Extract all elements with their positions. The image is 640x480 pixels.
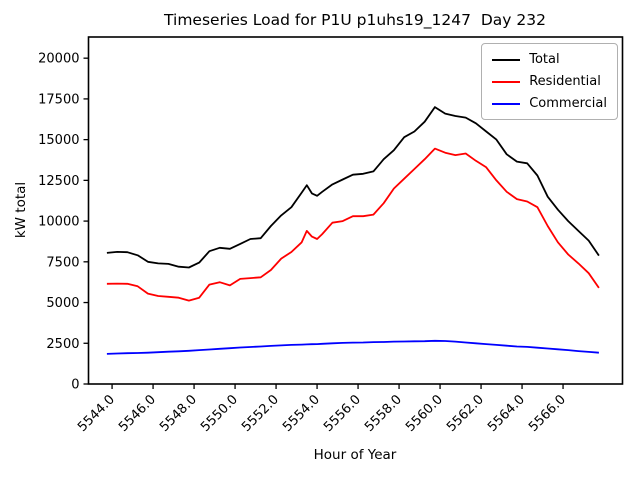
- chart-title: Timeseries Load for P1U p1uhs19_1247 Day…: [164, 11, 546, 29]
- x-tick-label: 5566.0: [526, 392, 569, 435]
- legend-item-total[interactable]: Total: [492, 50, 607, 69]
- y-tick-label: 5000: [46, 296, 79, 311]
- y-axis-label: kW total: [13, 181, 29, 239]
- x-tick-label: 5544.0: [75, 392, 118, 435]
- legend-swatch-commercial: [492, 102, 521, 105]
- legend-swatch-residential: [492, 80, 521, 83]
- y-tick-label: 10000: [38, 215, 79, 230]
- legend-item-commercial[interactable]: Commercial: [492, 94, 607, 113]
- x-tick-label: 5560.0: [403, 392, 446, 435]
- series-residential-line: [106, 147, 600, 302]
- y-tick-label: 15000: [38, 133, 79, 148]
- x-tick-label: 5564.0: [485, 392, 528, 435]
- x-tick-label: 5562.0: [444, 392, 487, 435]
- x-tick-label: 5552.0: [239, 392, 282, 435]
- series-commercial-line: [106, 339, 599, 355]
- y-tick-label: 7500: [46, 255, 79, 270]
- x-axis-label: Hour of Year: [313, 447, 397, 463]
- legend-label-residential: Residential: [529, 74, 601, 89]
- y-tick-label: 20000: [38, 52, 79, 67]
- plot-border: [87, 36, 624, 385]
- x-tick-label: 5550.0: [198, 392, 241, 435]
- x-tick-label: 5554.0: [280, 392, 323, 435]
- x-tick-label: 5556.0: [321, 392, 364, 435]
- legend-label-commercial: Commercial: [529, 96, 607, 111]
- y-tick-label: 12500: [38, 174, 79, 189]
- y-tick-label: 2500: [46, 337, 79, 352]
- legend-item-residential[interactable]: Residential: [492, 72, 607, 91]
- legend-label-total: Total: [529, 52, 560, 67]
- x-tick-label: 5548.0: [157, 392, 200, 435]
- y-tick-label: 0: [71, 378, 79, 393]
- series-total-line: [106, 106, 600, 269]
- x-tick-label: 5558.0: [362, 392, 405, 435]
- y-tick-label: 17500: [38, 92, 79, 107]
- legend: Total Residential Commercial: [481, 43, 618, 120]
- x-tick-label: 5546.0: [116, 392, 159, 435]
- legend-swatch-total: [492, 58, 521, 61]
